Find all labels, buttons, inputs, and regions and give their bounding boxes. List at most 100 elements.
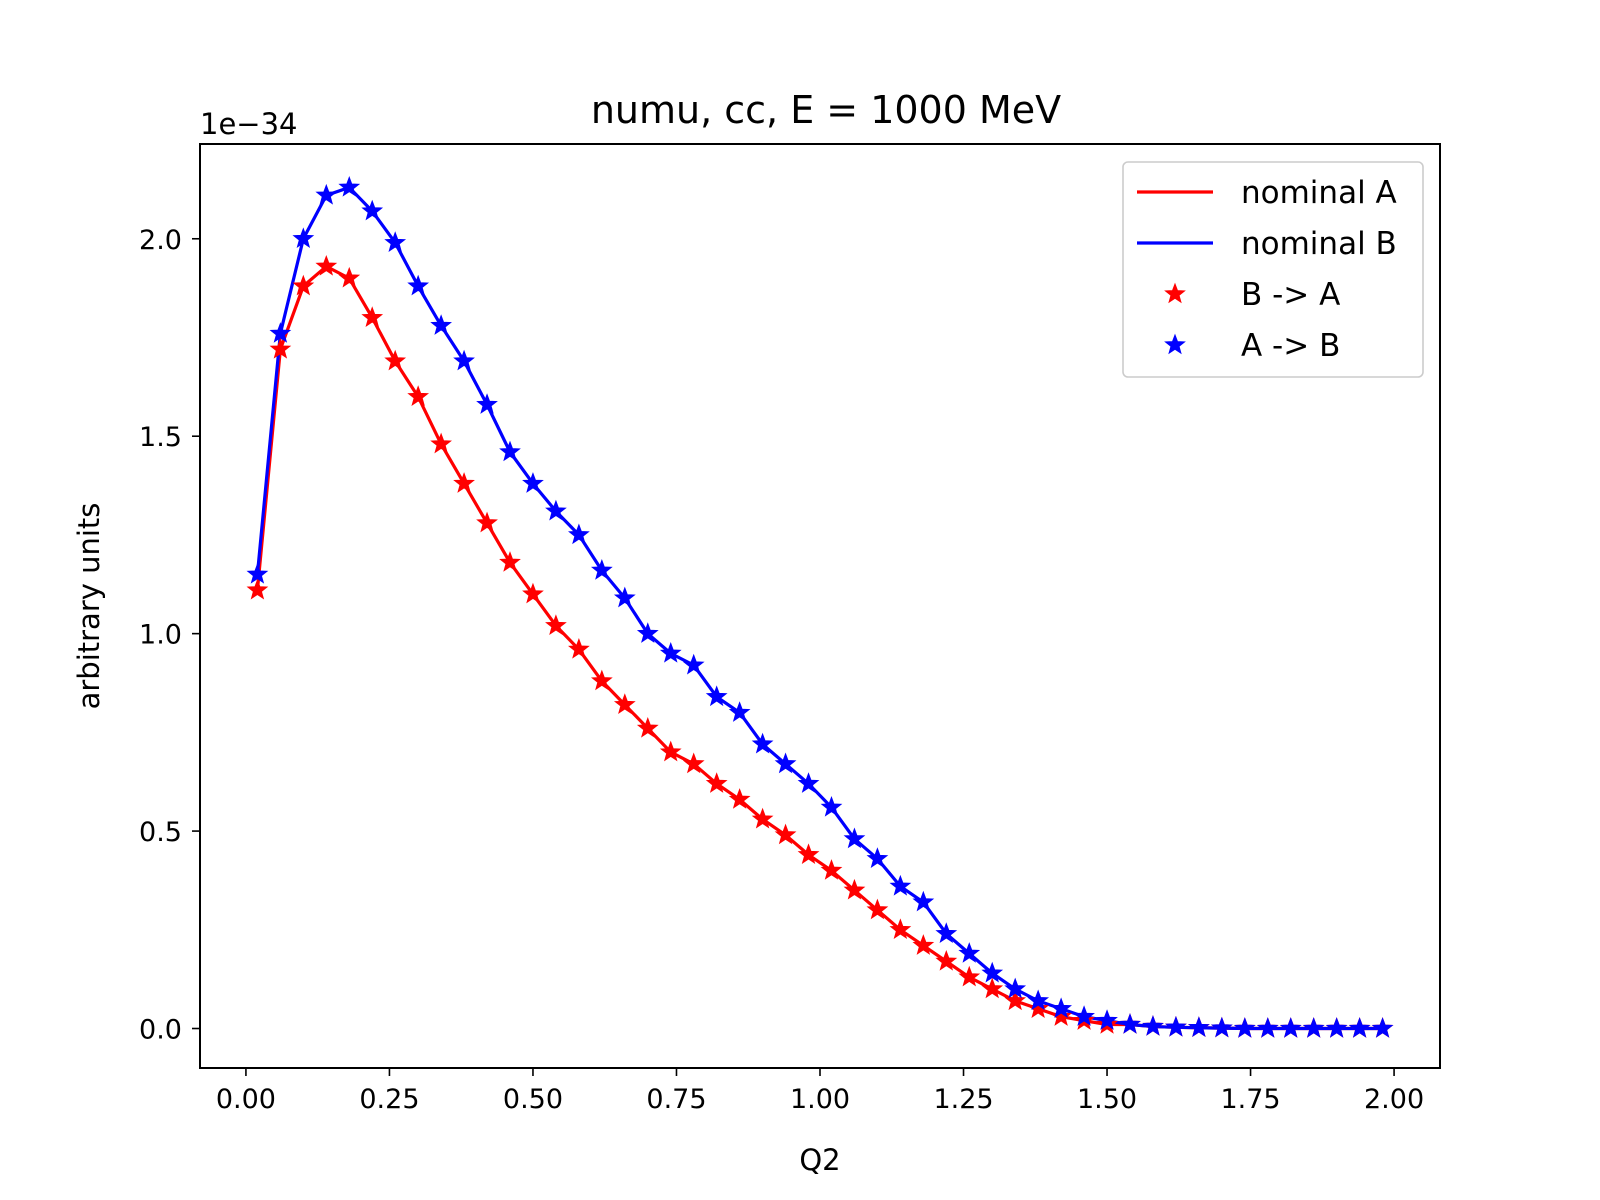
- x-tick-label: 0.25: [359, 1084, 419, 1115]
- data-point: [361, 306, 384, 327]
- y-tick-label: 0.0: [139, 1015, 182, 1046]
- data-point: [430, 432, 452, 454]
- data-point: [774, 823, 797, 845]
- legend-marker-swatch: [1164, 333, 1186, 355]
- y-tick-label: 0.5: [139, 817, 182, 848]
- data-point: [1165, 1015, 1187, 1037]
- data-point: [269, 322, 292, 343]
- data-point: [384, 231, 407, 252]
- data-point: [705, 772, 728, 793]
- data-point: [705, 685, 728, 707]
- data-point: [1188, 1016, 1210, 1037]
- y-axis: 0.0 0.5 1.0 1.5 2.0: [139, 225, 200, 1046]
- data-point: [476, 393, 498, 414]
- data-point: [292, 227, 315, 249]
- legend: nominal A nominal B B -> A A -> B: [1122, 161, 1424, 378]
- chart-title: numu, cc, E = 1000 MeV: [591, 88, 1061, 132]
- data-point: [522, 582, 544, 604]
- data-point: [1348, 1017, 1371, 1038]
- data-point: [843, 827, 866, 849]
- x-axis-label: Q2: [799, 1143, 840, 1177]
- data-point: [499, 551, 521, 572]
- x-tick-label: 1.75: [1220, 1084, 1280, 1115]
- data-point: [659, 641, 682, 663]
- data-point: [476, 511, 498, 533]
- data-point: [958, 942, 981, 963]
- data-point: [889, 874, 912, 896]
- data-point: [407, 274, 430, 296]
- data-point: [1256, 1017, 1279, 1038]
- data-point: [246, 578, 269, 600]
- data-point: [361, 199, 384, 221]
- data-point: [338, 266, 361, 288]
- data-point: [820, 859, 843, 880]
- y-tick-label: 1.0: [139, 620, 182, 651]
- data-point: [866, 847, 889, 868]
- data-point: [682, 752, 705, 774]
- data-point: [774, 752, 797, 774]
- legend-label: B -> A: [1241, 277, 1340, 313]
- data-point: [522, 472, 544, 493]
- x-tick-label: 1.50: [1077, 1084, 1137, 1115]
- data-point: [590, 559, 613, 580]
- data-point: [728, 701, 751, 722]
- data-point: [866, 898, 889, 920]
- legend-label: A -> B: [1241, 328, 1340, 364]
- data-point: [889, 918, 912, 940]
- data-point: [453, 472, 475, 493]
- data-point: [613, 693, 636, 714]
- data-point: [1210, 1016, 1233, 1038]
- data-point: [1302, 1017, 1325, 1038]
- data-point: [453, 349, 475, 371]
- data-point: [843, 878, 866, 900]
- data-point: [568, 523, 590, 545]
- data-point: [636, 622, 659, 643]
- data-point: [1027, 989, 1050, 1011]
- data-point: [912, 934, 935, 955]
- data-point: [1004, 989, 1027, 1011]
- data-point: [430, 314, 452, 335]
- data-point: [797, 843, 820, 865]
- data-point: [1027, 997, 1050, 1019]
- data-point: [981, 961, 1004, 983]
- y-axis-label: arbitrary units: [72, 503, 106, 710]
- plot-area: [246, 176, 1394, 1038]
- data-point: [269, 337, 292, 359]
- data-point: [1371, 1017, 1394, 1038]
- data-point: [935, 922, 958, 943]
- legend-box: [1122, 161, 1424, 378]
- x-tick-label: 1.25: [933, 1084, 993, 1115]
- data-point: [499, 440, 521, 462]
- x-tick-label: 0.00: [216, 1084, 276, 1115]
- data-point: [545, 614, 567, 635]
- data-point: [1325, 1017, 1348, 1038]
- data-point: [981, 977, 1004, 999]
- y-tick-label: 2.0: [139, 225, 182, 256]
- data-point: [751, 807, 774, 829]
- data-point: [1233, 1017, 1256, 1038]
- legend-marker-swatch: [1164, 282, 1186, 304]
- data-point: [751, 732, 774, 754]
- data-point: [568, 638, 590, 659]
- data-point: [292, 274, 315, 296]
- data-point: [1050, 997, 1072, 1019]
- data-point: [728, 788, 751, 809]
- data-point: [958, 965, 981, 987]
- data-point: [407, 385, 430, 406]
- y-tick-label: 1.5: [139, 422, 182, 453]
- legend-label: nominal A: [1241, 175, 1397, 211]
- data-point: [384, 349, 407, 371]
- x-tick-label: 1.00: [790, 1084, 850, 1115]
- data-point: [315, 183, 338, 205]
- data-point: [613, 586, 636, 608]
- x-tick-label: 0.50: [503, 1084, 563, 1115]
- data-point: [1004, 977, 1027, 999]
- x-tick-label: 0.75: [646, 1084, 706, 1115]
- data-point: [659, 740, 682, 762]
- data-point: [1096, 1009, 1118, 1030]
- data-point: [912, 890, 935, 912]
- data-point: [636, 716, 659, 738]
- data-point: [1142, 1015, 1164, 1036]
- data-point: [338, 176, 361, 197]
